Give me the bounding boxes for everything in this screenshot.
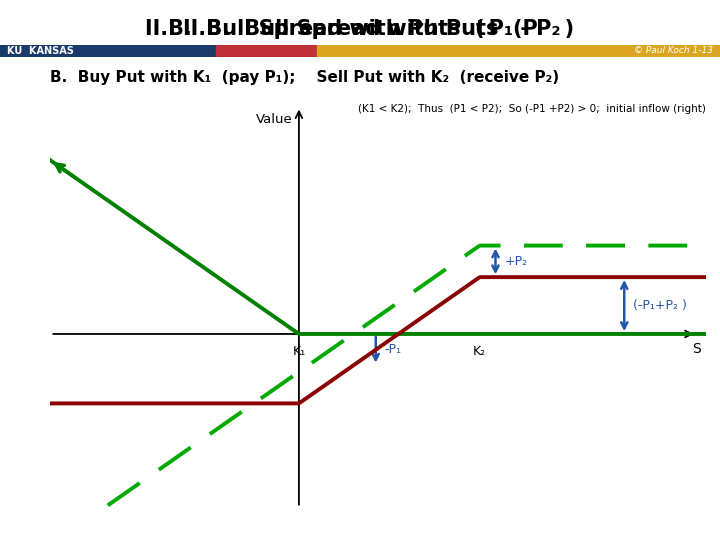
Text: +P₂: +P₂ bbox=[505, 255, 528, 268]
Text: K₁: K₁ bbox=[292, 345, 305, 358]
Text: Value: Value bbox=[256, 113, 292, 126]
Text: S: S bbox=[693, 342, 701, 356]
Text: -P₁: -P₁ bbox=[384, 343, 402, 356]
Text: KU  KANSAS: KU KANSAS bbox=[7, 46, 74, 56]
Bar bbox=[0, 45, 216, 57]
Text: © Paul Koch 1-13: © Paul Koch 1-13 bbox=[634, 46, 713, 55]
Text: K₂: K₂ bbox=[473, 345, 486, 358]
Text: II.B.  Bull Spread with Puts  ( P₁ - P₂ ): II.B. Bull Spread with Puts ( P₁ - P₂ ) bbox=[145, 19, 575, 39]
Text: II.B.  Bull Spread with Puts  (P: II.B. Bull Spread with Puts (P bbox=[183, 19, 537, 39]
Text: B.  Buy Put with K₁  (pay P₁);    Sell Put with K₂  (receive P₂): B. Buy Put with K₁ (pay P₁); Sell Put wi… bbox=[50, 70, 559, 85]
Bar bbox=[216, 45, 317, 57]
Text: (K1 < K2);  Thus  (P1 < P2);  So (-P1 +P2) > 0;  initial inflow (right): (K1 < K2); Thus (P1 < P2); So (-P1 +P2) … bbox=[358, 104, 706, 113]
Bar bbox=[317, 45, 720, 57]
Text: (-P₁+P₂ ): (-P₁+P₂ ) bbox=[634, 299, 687, 312]
